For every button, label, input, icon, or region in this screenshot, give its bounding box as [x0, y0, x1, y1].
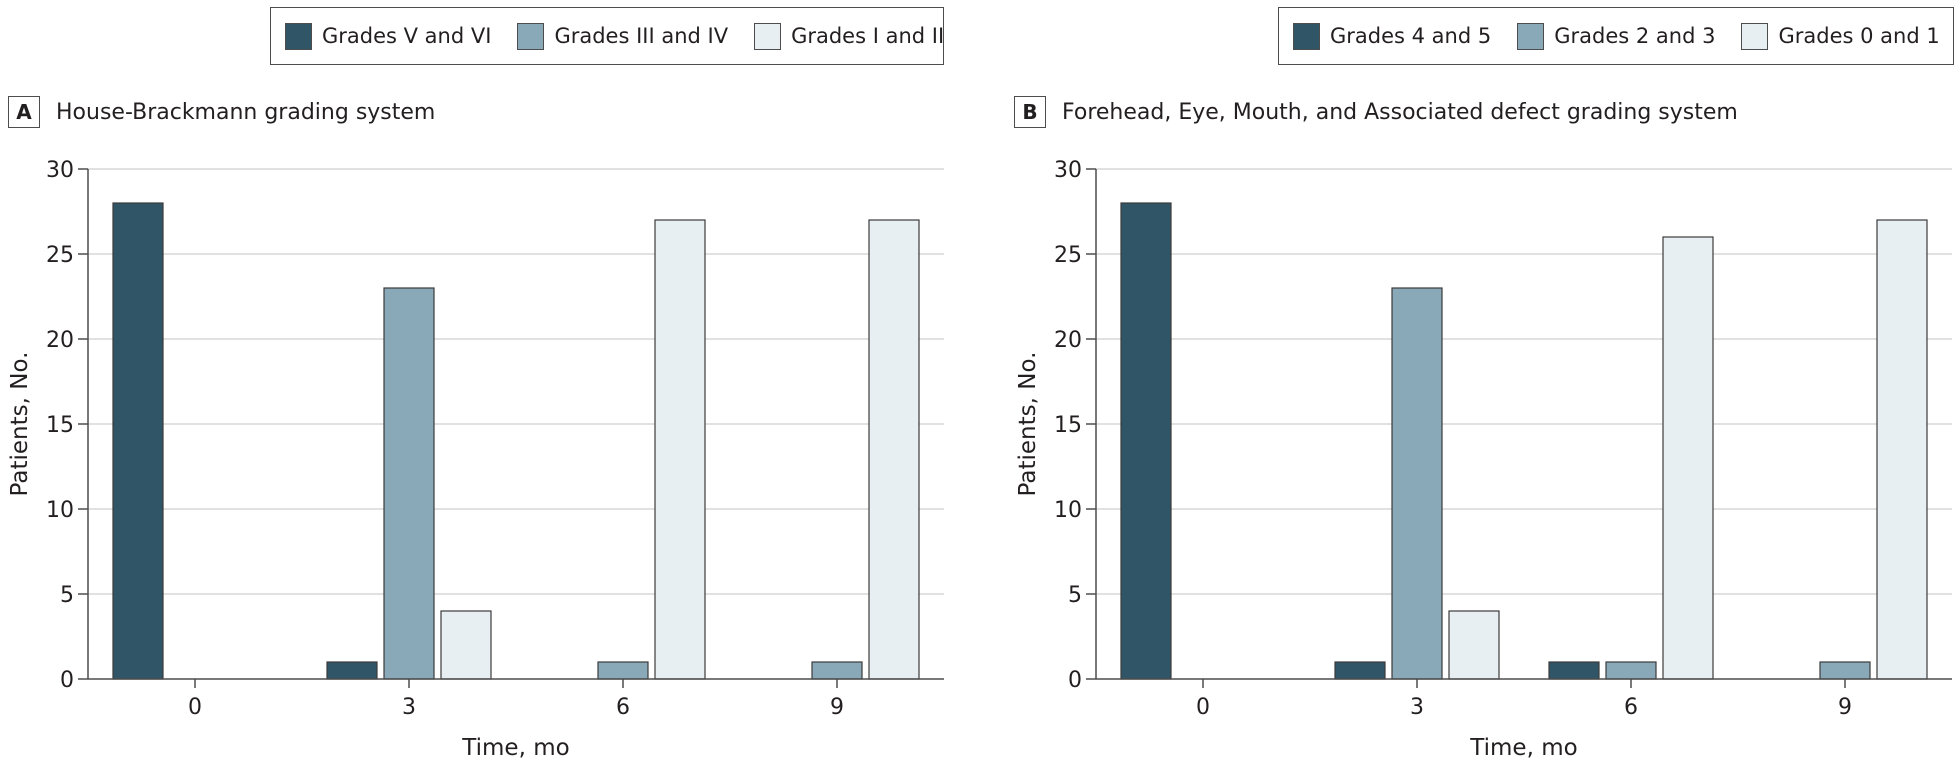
bar-chart-a: 0 5 10 15 20 25 30 0 3 6 9 Time, mo Patients, No.	[7, 158, 944, 761]
bar-grades-0-and-1-t6	[1662, 236, 1714, 680]
y-tick-label: 15	[1054, 413, 1082, 438]
bar-grades-0-and-1-t3	[1448, 610, 1500, 680]
x-tick-label: 0	[188, 695, 202, 720]
bar-grades-iii-and-iv-t3	[383, 287, 435, 680]
bar-grades-2-and-3-t6	[1605, 661, 1657, 680]
panel-header-b: B Forehead, Eye, Mouth, and Associated d…	[1014, 96, 1738, 128]
y-tick-label: 5	[1068, 583, 1082, 608]
x-tick-label: 9	[1838, 695, 1852, 720]
x-tick-label: 3	[402, 695, 416, 720]
legend-item-a-0: Grades V and VI	[285, 22, 492, 50]
bar-grades-i-and-ii-t3	[440, 610, 492, 680]
legend-label: Grades I and II	[791, 24, 945, 48]
bar-grades-2-and-3-t3	[1391, 287, 1443, 680]
bar-grades-4-and-5-t3	[1334, 661, 1386, 680]
y-tick-label: 10	[46, 498, 74, 523]
legend-swatch	[1741, 22, 1769, 50]
x-tick-label: 6	[616, 695, 630, 720]
x-tick-label: 6	[1624, 695, 1638, 720]
y-tick-label: 25	[46, 243, 74, 268]
bar-grades-iii-and-iv-t9	[811, 661, 863, 680]
x-axis-label: Time, mo	[461, 735, 569, 761]
bar-grades-4-and-5-t6	[1548, 661, 1600, 680]
legend-swatch	[517, 22, 545, 50]
legend-a: Grades V and VI Grades III and IV Grades…	[270, 7, 944, 65]
y-tick-label: 0	[1068, 668, 1082, 693]
y-axis-label: Patients, No.	[7, 352, 33, 497]
panel-header-a: A House-Brackmann grading system	[8, 96, 435, 128]
legend-swatch	[754, 22, 782, 50]
x-tick-label: 0	[1196, 695, 1210, 720]
bar-grades-v-and-vi-t0	[112, 202, 164, 680]
legend-item-a-1: Grades III and IV	[517, 22, 729, 50]
y-tick-label: 25	[1054, 243, 1082, 268]
panel-letter-a: A	[8, 96, 40, 128]
y-tick-label: 30	[46, 158, 74, 183]
bar-grades-i-and-ii-t9	[868, 219, 920, 680]
y-tick-label: 30	[1054, 158, 1082, 183]
legend-swatch	[285, 22, 312, 50]
legend-item-b-1: Grades 2 and 3	[1517, 22, 1716, 50]
bar-grades-0-and-1-t9	[1876, 219, 1928, 680]
panel-letter-b: B	[1014, 96, 1046, 128]
legend-label: Grades 4 and 5	[1330, 24, 1492, 48]
legend-label: Grades 0 and 1	[1778, 24, 1940, 48]
x-tick-label: 3	[1410, 695, 1424, 720]
panel-title-a: House-Brackmann grading system	[56, 99, 436, 125]
y-tick-label: 5	[60, 583, 74, 608]
legend-swatch	[1293, 22, 1320, 50]
bar-grades-4-and-5-t0	[1120, 202, 1172, 680]
legend-swatch	[1517, 22, 1545, 50]
bar-grades-v-and-vi-t3	[326, 661, 378, 680]
y-axis-label: Patients, No.	[1015, 352, 1041, 497]
panel-a: Grades V and VI Grades III and IV Grades…	[7, 7, 944, 761]
panel-b: Grades 4 and 5 Grades 2 and 3 Grades 0 a…	[1008, 0, 1956, 766]
legend-item-b-2: Grades 0 and 1	[1741, 22, 1940, 50]
bar-grades-iii-and-iv-t6	[597, 661, 649, 680]
legend-label: Grades V and VI	[322, 24, 492, 48]
y-tick-label: 20	[1054, 328, 1082, 353]
bar-grades-i-and-ii-t6	[654, 219, 706, 680]
y-tick-label: 20	[46, 328, 74, 353]
legend-label: Grades III and IV	[554, 24, 729, 48]
legend-item-a-2: Grades I and II	[754, 22, 945, 50]
bar-chart-b: 0 5 10 15 20 25 30 0 3 6 9 Time, mo Patients, No.	[1015, 158, 1952, 761]
bar-grades-2-and-3-t9	[1819, 661, 1871, 680]
x-axis-label: Time, mo	[1469, 735, 1577, 761]
y-tick-label: 10	[1054, 498, 1082, 523]
x-tick-label: 9	[830, 695, 844, 720]
legend-b: Grades 4 and 5 Grades 2 and 3 Grades 0 a…	[1278, 7, 1954, 65]
legend-item-b-0: Grades 4 and 5	[1293, 22, 1492, 50]
panel-title-b: Forehead, Eye, Mouth, and Associated def…	[1062, 99, 1738, 125]
legend-label: Grades 2 and 3	[1554, 24, 1716, 48]
y-tick-label: 0	[60, 668, 74, 693]
y-tick-label: 15	[46, 413, 74, 438]
